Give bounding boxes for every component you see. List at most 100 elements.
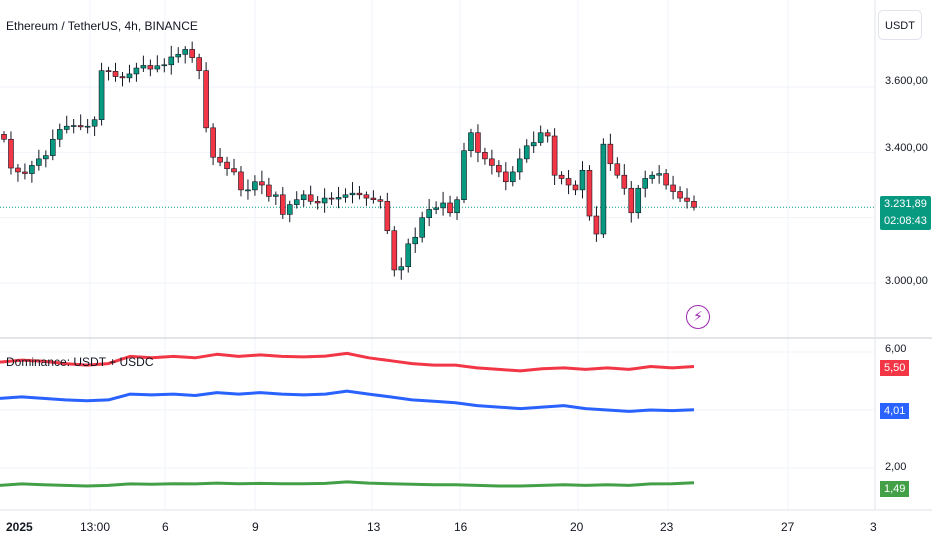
candle-body	[635, 187, 642, 214]
price-axis-label: 3.000,00	[885, 275, 928, 287]
candle-body	[328, 197, 335, 200]
candle-body	[307, 194, 314, 202]
candle-body	[273, 194, 279, 197]
candle-body	[384, 201, 391, 232]
candle-body	[489, 158, 495, 166]
candle-body	[503, 171, 509, 183]
candle-body	[565, 178, 572, 186]
candle-body	[224, 161, 230, 169]
candle-body	[126, 73, 133, 79]
candle-body	[168, 56, 175, 66]
time-axis-label: 3	[870, 520, 877, 534]
dominance-series-line	[0, 351, 695, 373]
indicator-axis-label: 2,00	[885, 461, 907, 473]
candle-body	[356, 192, 363, 196]
candle-body	[203, 70, 209, 129]
candle-body	[558, 174, 565, 179]
candle-body	[677, 191, 683, 199]
candle-body	[49, 138, 56, 156]
currency-button[interactable]: USDT	[878, 10, 922, 40]
candle-body	[628, 187, 635, 214]
candle-body	[656, 173, 662, 176]
candle-body	[293, 199, 300, 205]
candle-body	[670, 184, 676, 192]
time-axis-label: 13:00	[80, 520, 111, 534]
candle-body	[140, 65, 147, 69]
candle-body	[105, 70, 112, 72]
time-axis-label: 16	[454, 520, 468, 534]
candle-body	[537, 132, 544, 143]
time-axis-label: 13	[367, 520, 381, 534]
candle-body	[377, 199, 384, 202]
candle-body	[600, 143, 607, 235]
time-axis-label: 23	[660, 520, 674, 534]
candle-body	[189, 49, 195, 58]
candle-body	[516, 158, 523, 173]
candle-body	[231, 168, 237, 173]
candle-body	[217, 156, 223, 163]
candle-body	[579, 170, 586, 191]
candle-body	[266, 184, 272, 197]
candle-body	[63, 125, 70, 130]
time-axis-label: 20	[570, 520, 584, 534]
candle-body	[349, 192, 356, 196]
indicator-axis-label: 6,00	[885, 343, 907, 355]
candle-body	[649, 174, 655, 179]
candle-body	[523, 145, 530, 160]
candle-body	[286, 204, 293, 215]
candle-body	[454, 199, 460, 214]
candle-body	[684, 197, 690, 202]
countdown-label: 02:08:43	[880, 213, 931, 230]
candle-body	[29, 165, 35, 174]
candle-body	[440, 202, 446, 209]
last-price-label: 3.231,89	[880, 196, 931, 213]
candle-body	[175, 54, 182, 58]
candle-body	[363, 194, 370, 199]
candle-body	[36, 158, 42, 166]
candle-body	[461, 150, 467, 200]
candle-body	[544, 132, 551, 137]
grid-lines	[0, 0, 932, 511]
candle-body	[279, 194, 286, 215]
candle-body	[8, 138, 14, 169]
candle-body	[196, 57, 202, 71]
candle-body	[154, 65, 161, 70]
candle-body	[161, 64, 168, 67]
candle-body	[509, 171, 516, 183]
candle-body	[586, 170, 593, 217]
candle-body	[607, 143, 614, 165]
candle-body	[182, 49, 189, 55]
candle-body	[370, 197, 377, 200]
chart-title: Ethereum / TetherUS, 4h, BINANCE	[6, 19, 198, 33]
candle-body	[468, 132, 474, 152]
indicator-title: Dominance: USDT + USDC	[6, 355, 154, 369]
candle-body	[551, 135, 558, 176]
candle-body	[22, 171, 28, 174]
candle-body	[98, 70, 105, 120]
dominance-series-line	[0, 389, 695, 413]
candle-body	[245, 189, 251, 192]
time-axis-label: 2025	[6, 520, 33, 534]
candlestick-series	[1, 41, 697, 280]
candle-body	[419, 217, 425, 238]
candle-body	[43, 155, 49, 160]
candle-body	[77, 125, 84, 128]
candle-body	[496, 165, 502, 173]
candle-body	[398, 266, 405, 271]
candle-body	[1, 134, 7, 140]
time-axis-label: 9	[252, 520, 259, 534]
usdt-value-label: 4,01	[880, 403, 910, 419]
candle-body	[147, 65, 154, 70]
candle-body	[447, 202, 453, 214]
usdc-value-label: 1,49	[880, 481, 910, 497]
candle-body	[475, 132, 481, 153]
dominance-lines	[0, 351, 695, 488]
candle-body	[259, 181, 265, 186]
lightning-bolt-icon[interactable]: ⚡	[686, 305, 710, 329]
candle-body	[412, 236, 419, 245]
candle-body	[530, 142, 537, 147]
candle-body	[663, 173, 669, 186]
candle-body	[433, 207, 439, 210]
candle-body	[56, 129, 63, 140]
